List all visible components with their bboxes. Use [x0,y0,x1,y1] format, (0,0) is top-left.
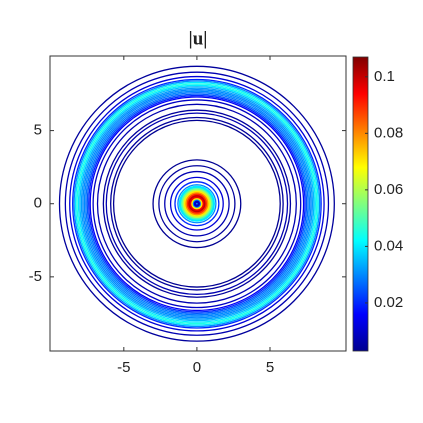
contour-line [177,184,217,224]
contour-line [110,116,284,291]
colorbar-tick-label: 0.06 [374,181,403,198]
x-tick-label: 5 [266,359,274,376]
contour-line [72,78,322,329]
contour-line [69,75,325,332]
contour-line [102,109,292,298]
contour-line [174,181,220,227]
colorbar-tick-label: 0.02 [374,294,403,311]
contour-line [83,90,311,317]
contour-line [92,99,302,309]
x-tick-label: 0 [193,359,201,376]
contour-line [74,81,319,326]
contour-line [169,176,224,231]
x-tick-label: -5 [117,359,130,376]
colorbar-tick-label: 0.08 [374,124,403,141]
contour-line [89,96,305,312]
contour-line [79,86,315,322]
contour-group [58,65,335,342]
contour-line [58,65,335,342]
contour-line [77,84,316,323]
contour-line [193,200,201,207]
contour-line [86,93,308,314]
contour-line [164,170,230,237]
contour-line [73,80,321,328]
contour-line [88,94,306,313]
contour-line [80,87,314,320]
y-tick-label: 0 [34,195,42,212]
colorbar-tick-label: 0.04 [374,237,403,254]
chart-title: |u| [189,28,208,49]
contour-line [96,103,297,304]
contour-line [76,83,318,325]
contour-line [152,159,242,249]
contour-line [112,119,281,288]
contour-line [158,165,236,243]
contour-line [82,89,312,319]
contour-line [85,91,309,316]
y-tick-label: -5 [29,268,42,285]
colorbar [352,56,369,352]
contour-line [64,71,330,336]
colorbar-tick-label: 0.1 [374,68,395,85]
y-tick-label: 5 [34,122,42,139]
contour-line [105,112,289,295]
contour-line [178,185,215,222]
